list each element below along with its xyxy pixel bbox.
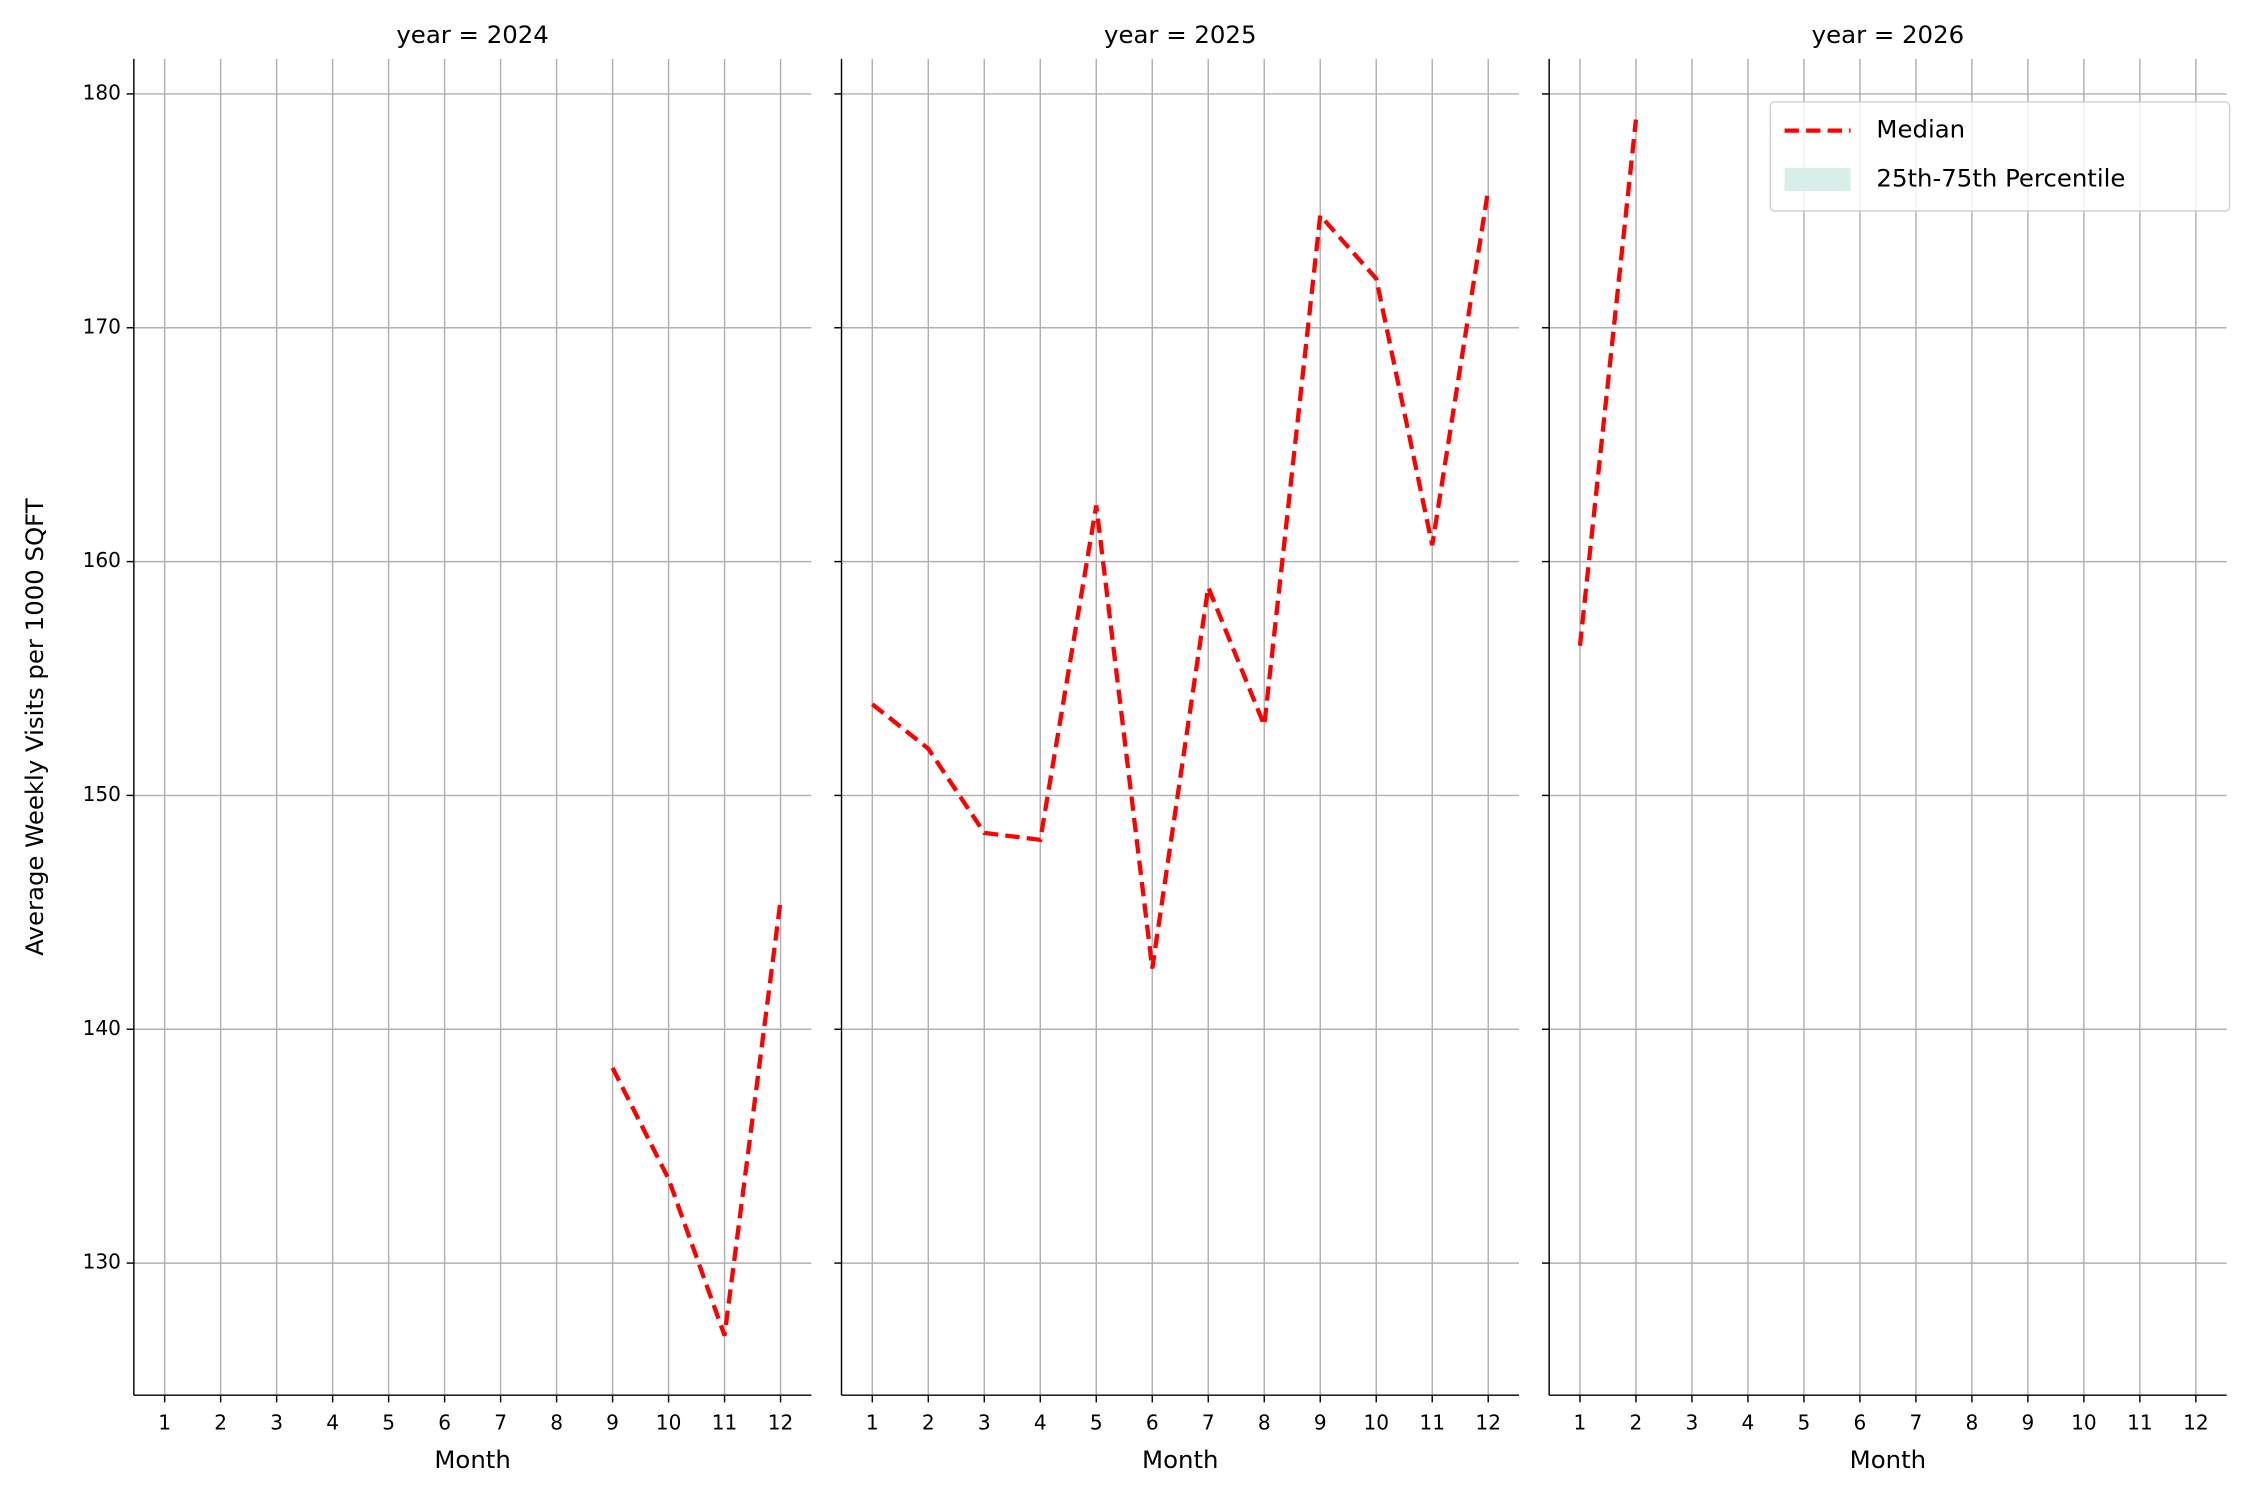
y-axis-label: Average Weekly Visits per 1000 SQFT <box>20 498 49 956</box>
x-tick-label: 6 <box>438 1410 451 1434</box>
x-tick-label: 4 <box>1034 1410 1047 1434</box>
legend-label: Median <box>1876 115 1965 144</box>
median-line <box>1577 119 1639 647</box>
x-tick-label: 6 <box>1146 1410 1159 1434</box>
x-tick-label: 11 <box>712 1410 738 1434</box>
x-tick-label: 9 <box>606 1410 619 1434</box>
y-tick-label: 170 <box>83 314 121 338</box>
x-tick-label: 8 <box>550 1410 563 1434</box>
legend-label: 25th-75th Percentile <box>1876 163 2125 192</box>
x-tick-label: 9 <box>1314 1410 1327 1434</box>
x-tick-label: 10 <box>1363 1410 1389 1434</box>
x-tick-label: 4 <box>326 1410 339 1434</box>
x-tick-label: 7 <box>1910 1410 1923 1434</box>
x-tick-label: 2 <box>1630 1410 1643 1434</box>
x-tick-label: 3 <box>270 1410 283 1434</box>
x-axis-label: Month <box>1850 1445 1926 1474</box>
x-tick-label: 10 <box>656 1410 682 1434</box>
legend-box <box>1769 101 2231 212</box>
median-line <box>870 189 1491 969</box>
x-tick-label: 10 <box>2071 1410 2097 1434</box>
x-axis-label: Month <box>434 1445 510 1474</box>
x-tick-label: 7 <box>1202 1410 1215 1434</box>
x-tick-label: 1 <box>1574 1410 1587 1434</box>
x-tick-label: 5 <box>1798 1410 1811 1434</box>
panel-title: year = 2025 <box>1104 20 1256 49</box>
x-tick-label: 11 <box>1419 1410 1445 1434</box>
x-tick-label: 12 <box>2183 1410 2209 1434</box>
y-tick-label: 180 <box>83 80 121 104</box>
median-line <box>610 900 783 1337</box>
panel-title: year = 2024 <box>396 20 548 49</box>
y-tick-label: 140 <box>83 1016 121 1040</box>
x-tick-label: 3 <box>1686 1410 1699 1434</box>
x-tick-label: 4 <box>1742 1410 1755 1434</box>
x-tick-label: 8 <box>1258 1410 1271 1434</box>
x-tick-label: 11 <box>2127 1410 2153 1434</box>
y-tick-label: 150 <box>83 782 121 806</box>
panel-title: year = 2026 <box>1812 20 1964 49</box>
x-tick-label: 5 <box>382 1410 395 1434</box>
x-tick-label: 8 <box>1966 1410 1979 1434</box>
x-tick-label: 9 <box>2022 1410 2035 1434</box>
x-tick-label: 12 <box>1475 1410 1501 1434</box>
x-tick-label: 1 <box>158 1410 171 1434</box>
x-tick-label: 7 <box>494 1410 507 1434</box>
legend-patch <box>1784 167 1851 191</box>
y-tick-label: 130 <box>83 1250 121 1274</box>
x-tick-label: 12 <box>768 1410 794 1434</box>
x-tick-label: 3 <box>978 1410 991 1434</box>
x-tick-label: 5 <box>1090 1410 1103 1434</box>
x-tick-label: 2 <box>922 1410 935 1434</box>
x-axis-label: Month <box>1142 1445 1218 1474</box>
y-tick-label: 160 <box>83 548 121 572</box>
x-tick-label: 2 <box>214 1410 227 1434</box>
x-tick-label: 6 <box>1854 1410 1867 1434</box>
x-tick-label: 1 <box>866 1410 879 1434</box>
